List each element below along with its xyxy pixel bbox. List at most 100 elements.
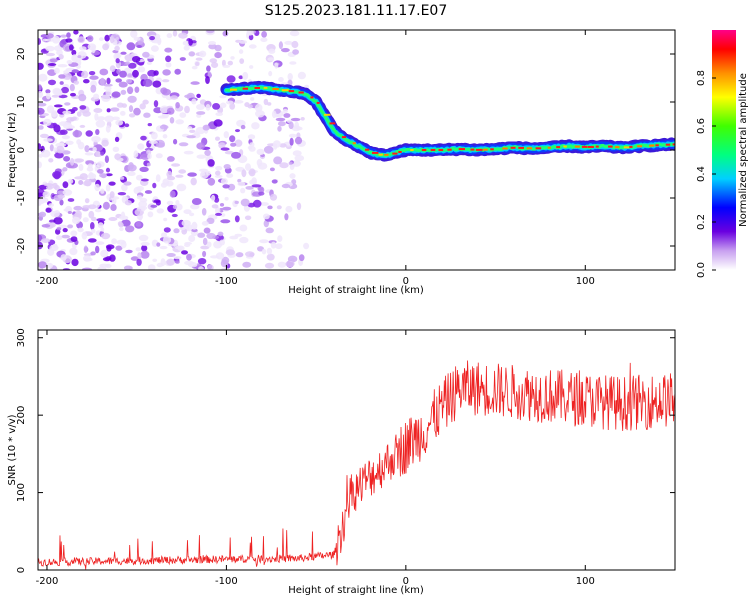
noise-blob [288,133,297,138]
snr-y-label: SNR (10 * v/v) [7,414,18,485]
noise-blob [95,119,106,128]
noise-blob [132,56,141,63]
noise-blob [38,107,45,115]
noise-blob [137,143,145,150]
snr-y-tick-label: 300 [16,328,27,347]
noise-blob [74,158,85,163]
spectrogram-y-tick-label: -20 [16,238,27,254]
noise-blob [134,86,140,93]
noise-blob [61,86,69,94]
noise-blob [246,30,254,36]
noise-blob [95,150,101,157]
noise-blob [92,146,97,152]
noise-blob [284,213,289,221]
noise-blob [221,59,226,67]
noise-blob [72,216,81,225]
noise-blob [273,156,283,165]
noise-blob [162,236,172,244]
noise-blob [238,49,244,54]
noise-blob [151,131,158,140]
noise-blob [224,150,234,155]
noise-blob [94,183,100,192]
noise-blob [93,93,100,100]
noise-blob [267,102,272,106]
noise-blob [162,178,170,186]
noise-blob [77,227,84,233]
noise-blob [278,77,284,82]
noise-blob [196,154,207,159]
noise-blob [146,61,152,65]
noise-blob [48,203,54,207]
noise-blob [114,153,121,160]
noise-blob [259,202,269,206]
noise-blob [166,253,176,257]
noise-blob [287,73,293,81]
noise-blob [114,45,120,52]
figure-title: S125.2023.181.11.17.E07 [265,3,448,19]
noise-blob [103,86,112,91]
noise-blob [190,204,200,210]
noise-blob [105,91,111,96]
noise-blob [79,105,87,110]
noise-blob [211,194,216,202]
noise-blob [195,126,206,135]
noise-blob [71,54,79,62]
noise-blob [186,135,196,139]
noise-blob [239,224,248,232]
noise-blob [229,102,236,110]
noise-blob [73,30,79,35]
snr-x-label: Height of straight line (km) [288,585,424,596]
noise-blob [51,35,61,44]
noise-blob [101,232,111,240]
noise-blob [59,121,68,127]
snr-plot-area [38,360,675,570]
noise-blob [60,34,68,38]
noise-blob [159,245,168,250]
noise-blob [215,136,220,141]
noise-blob [95,245,100,254]
noise-blob [264,262,275,269]
noise-blob [139,103,146,110]
noise-blob [202,124,210,131]
noise-blob [165,55,172,63]
noise-blob [226,75,236,83]
noise-blob [109,254,116,262]
noise-blob [181,250,188,255]
noise-blob [76,111,82,117]
noise-blob [242,261,252,268]
noise-blob [140,241,150,246]
noise-blob [179,112,187,118]
noise-blob [240,124,246,130]
noise-blob [201,208,207,216]
noise-blob [214,52,222,59]
noise-blob [285,205,293,213]
noise-blob [82,217,89,223]
noise-blob [100,77,105,86]
noise-blob [291,40,299,49]
noise-blob [224,196,229,201]
noise-blob [124,123,130,128]
noise-blob [189,212,195,217]
noise-blob [38,38,41,45]
noise-blob [285,260,295,268]
noise-blob [241,169,247,178]
noise-blob [61,234,70,239]
noise-blob [244,102,250,108]
noise-blob [48,158,54,163]
noise-blob [70,236,78,243]
noise-blob [227,60,233,66]
noise-blob [95,129,100,135]
noise-blob [156,242,161,247]
spectrogram-plot-area [38,30,675,270]
noise-blob [259,239,269,244]
noise-blob [50,210,60,218]
noise-blob [71,49,77,56]
snr-y-tick-label: 100 [16,483,27,502]
noise-blob [59,81,64,85]
noise-blob [162,134,168,139]
noise-blob [85,160,95,166]
noise-blob [171,163,181,167]
noise-blob [56,50,63,56]
